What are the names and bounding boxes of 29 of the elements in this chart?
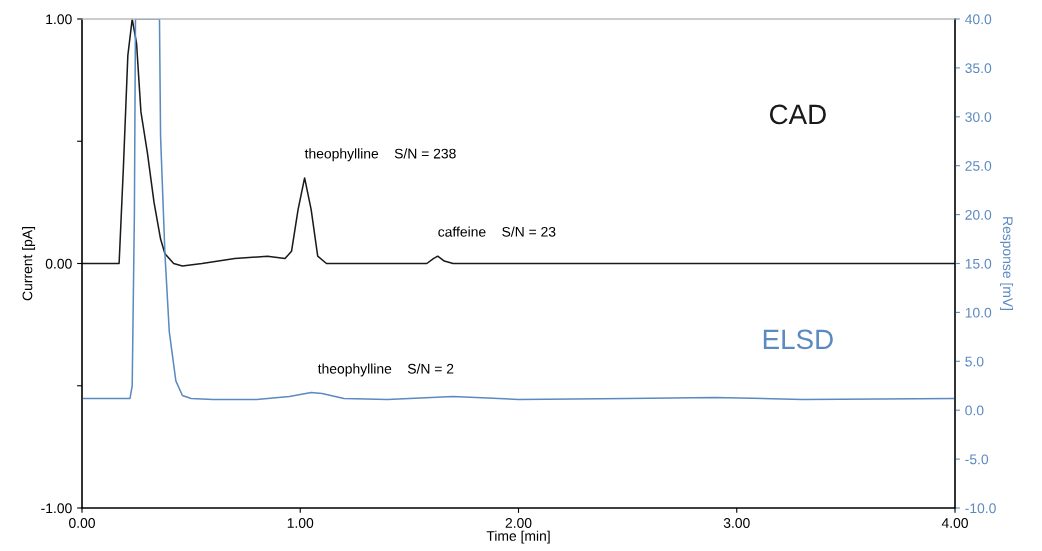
y2-tick-label: 15.0: [965, 258, 992, 269]
y2-tick-label: 10.0: [965, 307, 992, 318]
x-axis-title: Time [min]: [486, 530, 550, 544]
y2-tick-label: 30.0: [965, 112, 992, 122]
annotation: caffeine S/N = 23: [438, 226, 556, 237]
x-tick-label: 2.00: [505, 518, 532, 528]
y-tick-label: -1.00: [41, 503, 72, 514]
x-tick-label: 4.00: [941, 518, 968, 528]
x-tick-label: 3.00: [723, 518, 750, 528]
x-tick-label: 0.00: [69, 518, 95, 528]
annotation: theophylline S/N = 238: [304, 148, 456, 162]
y2-tick-label: 0.0: [965, 405, 984, 416]
series-label: ELSD: [763, 329, 833, 350]
y2-axis-title: Response [mV]: [1000, 217, 1014, 310]
x-tick-label: 1.00: [287, 518, 314, 528]
y2-tick-label: 5.0: [965, 356, 984, 367]
annotation: theophylline S/N = 2: [317, 363, 454, 377]
line-series: [82, 19, 955, 267]
y2-tick-label: -5.0: [965, 454, 989, 465]
y-tick-label: 1.00: [46, 14, 72, 25]
y2-tick-label: 20.0: [965, 209, 992, 220]
y2-tick-label: 40.0: [965, 14, 992, 25]
line-series: [82, 19, 955, 401]
y-tick-label: 0.00: [45, 258, 72, 269]
y2-tick-label: 25.0: [965, 161, 992, 171]
text: CAD: [769, 104, 826, 125]
y2-tick-label: 35.0: [965, 63, 992, 74]
y-axis-title: Current [pA]: [22, 227, 36, 301]
y2-tick-label: -10.0: [965, 503, 996, 514]
